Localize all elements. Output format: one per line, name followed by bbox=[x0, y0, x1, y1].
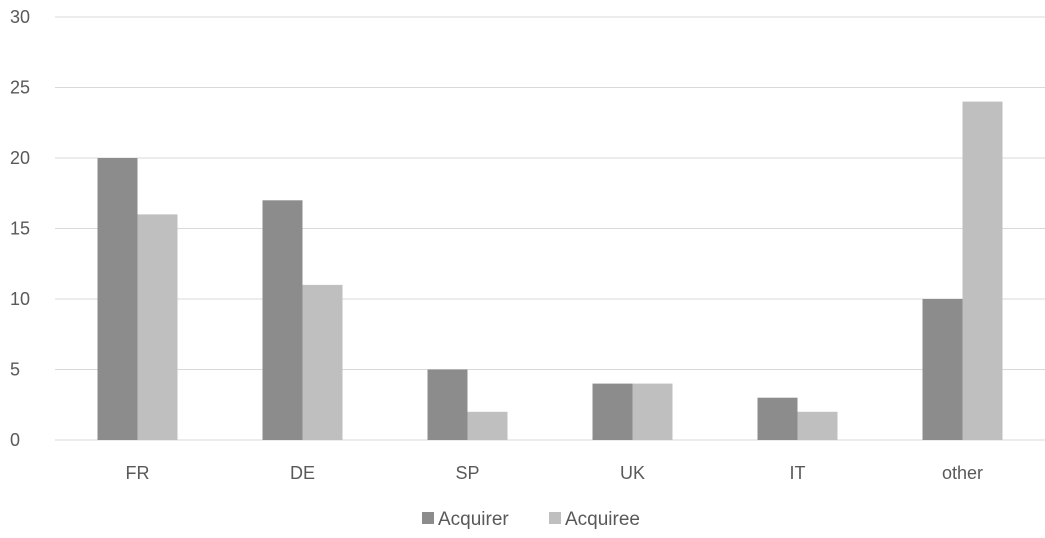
legend-label-acquiree: Acquiree bbox=[565, 509, 640, 530]
bar-acquirer-other bbox=[922, 299, 963, 440]
bar-acquirer-sp bbox=[427, 369, 468, 440]
x-axis-tick-labels: FR DE SP UK IT other bbox=[126, 463, 984, 483]
bar-acquiree-de bbox=[302, 284, 343, 440]
y-tick-label: 25 bbox=[10, 78, 30, 98]
bar-acquirer-fr bbox=[97, 158, 138, 440]
gridlines bbox=[55, 16, 1045, 441]
bar-acquiree-uk bbox=[632, 383, 673, 440]
y-tick-label: 15 bbox=[10, 219, 30, 239]
x-tick-label: other bbox=[942, 463, 983, 483]
y-tick-label: 20 bbox=[10, 148, 30, 168]
y-tick-label: 0 bbox=[10, 430, 20, 450]
y-tick-label: 5 bbox=[10, 360, 20, 380]
y-axis-tick-labels: 0 5 10 15 20 25 30 bbox=[10, 7, 30, 450]
y-tick-label: 10 bbox=[10, 289, 30, 309]
x-tick-label: IT bbox=[790, 463, 806, 483]
bar-acquiree-fr bbox=[137, 214, 178, 440]
legend: Acquirer Acquiree bbox=[422, 509, 640, 530]
bar-acquiree-other bbox=[962, 101, 1003, 440]
bars bbox=[97, 101, 1003, 440]
bar-acquiree-sp bbox=[467, 411, 508, 440]
x-tick-label: UK bbox=[620, 463, 645, 483]
bar-acquirer-de bbox=[262, 200, 303, 440]
bar-acquiree-it bbox=[797, 411, 838, 440]
x-tick-label: DE bbox=[290, 463, 315, 483]
y-tick-label: 30 bbox=[10, 7, 30, 27]
x-tick-label: FR bbox=[126, 463, 150, 483]
legend-swatch-acquirer bbox=[422, 512, 434, 524]
bar-acquirer-uk bbox=[592, 383, 633, 440]
bar-acquirer-it bbox=[757, 397, 798, 440]
legend-swatch-acquiree bbox=[549, 512, 561, 524]
legend-label-acquirer: Acquirer bbox=[438, 509, 509, 530]
x-tick-label: SP bbox=[455, 463, 479, 483]
